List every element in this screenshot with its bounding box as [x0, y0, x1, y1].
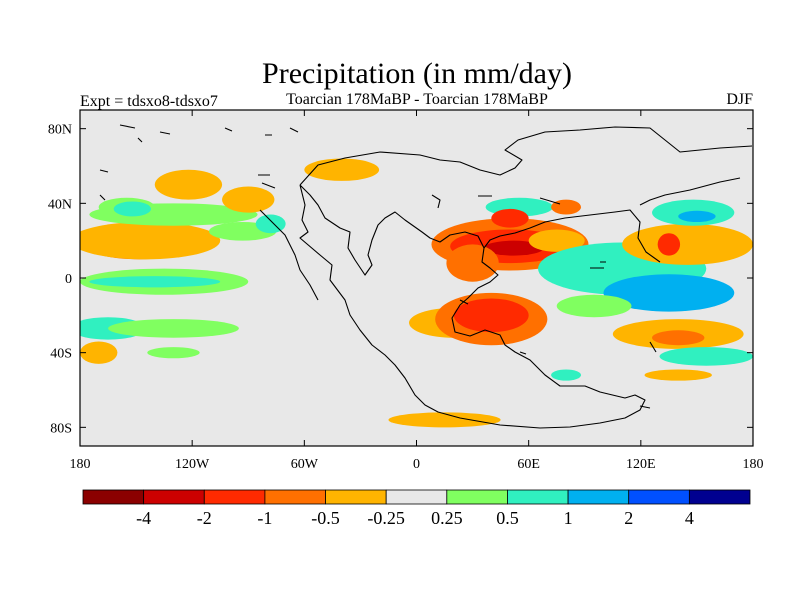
colorbar-swatch-2 [203, 489, 266, 505]
precip-region-26 [453, 298, 529, 333]
x-tick-label-1: 120W [175, 457, 210, 472]
precip-region-14 [108, 319, 239, 338]
precip-region-2 [80, 222, 221, 260]
y-tick-label-0: 80N [48, 123, 72, 138]
colorbar-label-4: -0.25 [367, 508, 405, 528]
precip-region-32 [657, 233, 681, 256]
precip-region-19 [483, 240, 544, 256]
colorbar-swatch-4 [325, 489, 387, 505]
precip-region-36 [652, 330, 705, 346]
precip-region-15 [80, 341, 118, 364]
precip-region-29 [556, 294, 632, 318]
x-tick-label-0: 180 [70, 457, 91, 472]
subtitle-right: DJF [726, 91, 753, 108]
coastline-west-arc [259, 209, 319, 301]
coastlines [99, 124, 753, 429]
chart-title: Precipitation (in mm/day) [262, 57, 572, 90]
precip-region-41 [551, 199, 582, 215]
precip-region-5 [154, 169, 223, 200]
precip-region-12 [89, 276, 221, 288]
coastline-pangaea [299, 126, 753, 429]
x-tick-label-6: 180 [743, 457, 764, 472]
colorbar-swatch-5 [385, 489, 448, 505]
colorbar-swatch-0 [82, 489, 145, 505]
colorbar-label-6: 0.5 [496, 508, 519, 528]
precip-region-40 [551, 369, 582, 381]
colorbar-swatch-9 [628, 489, 690, 505]
precip-region-21 [528, 229, 585, 252]
colorbar-label-3: -0.5 [311, 508, 340, 528]
x-tick-label-2: 60W [291, 457, 319, 472]
colorbar-swatch-7 [507, 489, 569, 505]
coastline-east-asia [639, 177, 741, 206]
x-tick-label-3: 0 [413, 457, 420, 472]
precip-region-39 [388, 412, 501, 428]
colorbar-label-9: 4 [685, 508, 694, 528]
x-tick-label-4: 60E [517, 457, 540, 472]
colorbar: -4 -2 -1 -0.5 -0.25 0.25 0.5 1 2 4 [82, 489, 751, 528]
colorbar-label-2: -1 [257, 508, 272, 528]
coastline-arctic-islands [99, 124, 657, 409]
precip-region-31 [622, 223, 753, 265]
y-tick-label-3: 40S [50, 347, 72, 362]
y-tick-label-1: 40N [48, 197, 72, 212]
precip-region-6 [222, 186, 275, 213]
precip-region-38 [644, 369, 712, 381]
precip-region-37 [659, 347, 753, 366]
precipitation-regions [80, 158, 753, 428]
colorbar-label-5: 0.25 [431, 508, 463, 528]
precip-region-34 [678, 210, 716, 222]
precip-region-9 [113, 201, 152, 217]
subtitle-center: Toarcian 178MaBP - Toarcian 178MaBP [286, 91, 548, 108]
y-axis: 80N 40N 0 40S 80S [48, 123, 753, 436]
precip-region-28 [603, 274, 735, 312]
colorbar-swatch-10 [688, 489, 751, 505]
precip-region-23 [491, 208, 529, 228]
precip-region-20 [446, 244, 499, 282]
colorbar-swatch-3 [264, 489, 326, 505]
precip-region-16 [147, 347, 200, 359]
colorbar-swatch-6 [446, 489, 508, 505]
colorbar-label-7: 1 [564, 508, 573, 528]
y-tick-label-2: 0 [65, 272, 72, 287]
colorbar-label-8: 2 [624, 508, 633, 528]
colorbar-swatch-8 [567, 489, 630, 505]
precip-region-10 [304, 158, 380, 181]
x-tick-label-5: 120E [626, 457, 656, 472]
colorbar-label-1: -2 [197, 508, 212, 528]
coastline-tethys [483, 209, 661, 263]
colorbar-swatch-1 [143, 489, 205, 505]
colorbar-label-0: -4 [136, 508, 151, 528]
y-tick-label-4: 80S [50, 421, 72, 436]
x-axis: 180 120W 60W 0 60E 120E 180 [70, 110, 764, 472]
subtitle-left: Expt = tdsxo8-tdsxo7 [80, 93, 218, 110]
